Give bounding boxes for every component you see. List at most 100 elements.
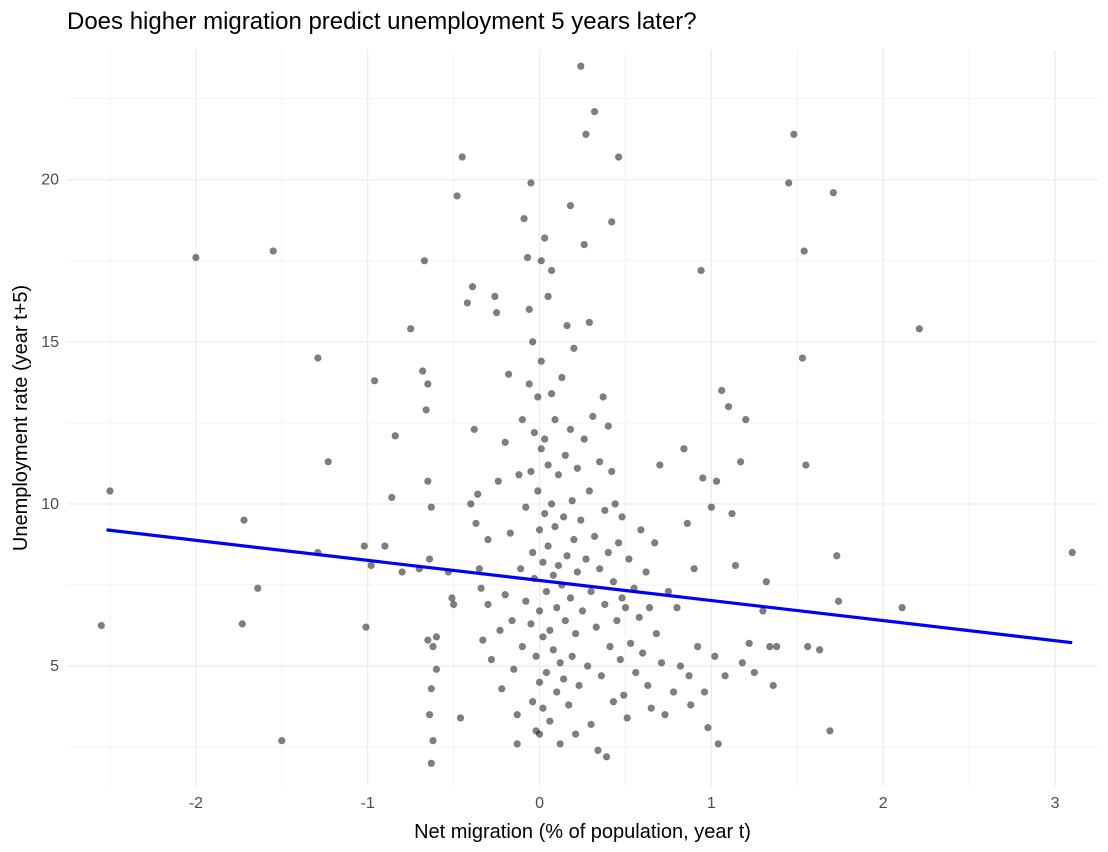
data-point <box>561 616 570 625</box>
data-point <box>528 698 537 706</box>
data-point <box>566 425 575 434</box>
x-axis-ticks: -2 -1 0 1 2 3 <box>189 795 1060 812</box>
data-point <box>484 600 492 609</box>
data-point <box>516 565 525 573</box>
data-point <box>513 710 521 719</box>
data-point <box>606 642 614 651</box>
data-point <box>690 565 698 573</box>
data-point <box>759 607 767 615</box>
data-point <box>601 600 609 609</box>
y-tick-label: 5 <box>50 658 59 675</box>
data-point <box>553 603 561 612</box>
data-point <box>544 292 552 301</box>
data-point <box>652 629 661 638</box>
data-point <box>621 603 630 612</box>
data-point <box>736 458 745 466</box>
data-point <box>635 613 643 622</box>
data-point <box>360 542 368 550</box>
data-point <box>673 603 681 612</box>
data-point <box>539 633 547 641</box>
data-point <box>540 234 549 242</box>
data-point <box>425 555 434 563</box>
data-point <box>546 626 554 635</box>
data-point <box>477 584 485 592</box>
data-point <box>611 500 619 508</box>
data-point <box>547 389 556 398</box>
data-point <box>518 415 527 424</box>
data-point <box>546 717 554 725</box>
data-point <box>314 354 322 362</box>
data-point <box>501 591 509 599</box>
data-point <box>494 477 503 485</box>
data-point <box>697 266 705 275</box>
data-point <box>479 636 487 644</box>
data-point <box>534 487 542 495</box>
data-point <box>458 153 466 161</box>
data-point <box>594 746 602 755</box>
data-point <box>731 561 740 570</box>
data-point <box>381 542 389 550</box>
data-point <box>278 736 286 745</box>
data-point <box>418 367 427 375</box>
data-point <box>535 607 544 615</box>
data-point <box>580 435 588 443</box>
data-point <box>522 503 530 511</box>
data-point <box>700 688 709 696</box>
data-point <box>254 584 262 592</box>
data-point <box>728 509 736 518</box>
data-point <box>542 587 551 596</box>
data-point <box>563 321 571 330</box>
data-point <box>501 438 509 447</box>
data-point <box>575 681 583 690</box>
data-point <box>568 496 576 505</box>
data-point <box>547 266 556 275</box>
data-point <box>599 393 607 401</box>
data-point <box>790 130 798 138</box>
data-point <box>618 513 626 521</box>
data-point <box>585 318 594 327</box>
data-point <box>616 655 625 664</box>
data-point <box>802 461 810 469</box>
data-point <box>240 516 248 524</box>
data-point <box>269 247 277 255</box>
data-point <box>535 730 544 738</box>
data-point <box>561 451 570 459</box>
data-point <box>669 688 678 696</box>
data-point <box>432 665 441 673</box>
data-point <box>467 500 475 508</box>
chart-title: Does higher migration predict unemployme… <box>67 8 697 35</box>
data-point <box>544 461 552 469</box>
data-point <box>829 188 838 197</box>
data-point <box>520 214 528 223</box>
data-point <box>582 555 590 563</box>
data-point <box>676 662 685 670</box>
data-point <box>487 655 496 664</box>
data-point <box>473 490 482 498</box>
data-point <box>573 568 582 576</box>
data-point <box>766 642 774 651</box>
data-point <box>834 597 843 605</box>
data-point <box>578 607 587 615</box>
data-point <box>559 513 568 521</box>
data-point <box>549 571 557 579</box>
data-point <box>642 568 650 576</box>
data-point <box>491 292 499 301</box>
data-point <box>553 688 561 696</box>
data-point <box>429 736 437 745</box>
data-point <box>661 710 669 719</box>
data-point <box>826 727 834 735</box>
data-point <box>745 639 753 648</box>
data-point <box>592 623 600 631</box>
data-point <box>475 565 484 573</box>
data-point <box>657 659 666 667</box>
data-point <box>535 678 544 686</box>
data-point <box>772 642 781 651</box>
data-point <box>523 253 532 262</box>
data-point <box>527 179 535 187</box>
data-point <box>463 299 472 307</box>
data-point <box>798 354 807 362</box>
y-axis-title: Unemployment rate (year t+5) <box>10 285 32 551</box>
data-point <box>456 714 465 722</box>
data-point <box>577 62 585 70</box>
